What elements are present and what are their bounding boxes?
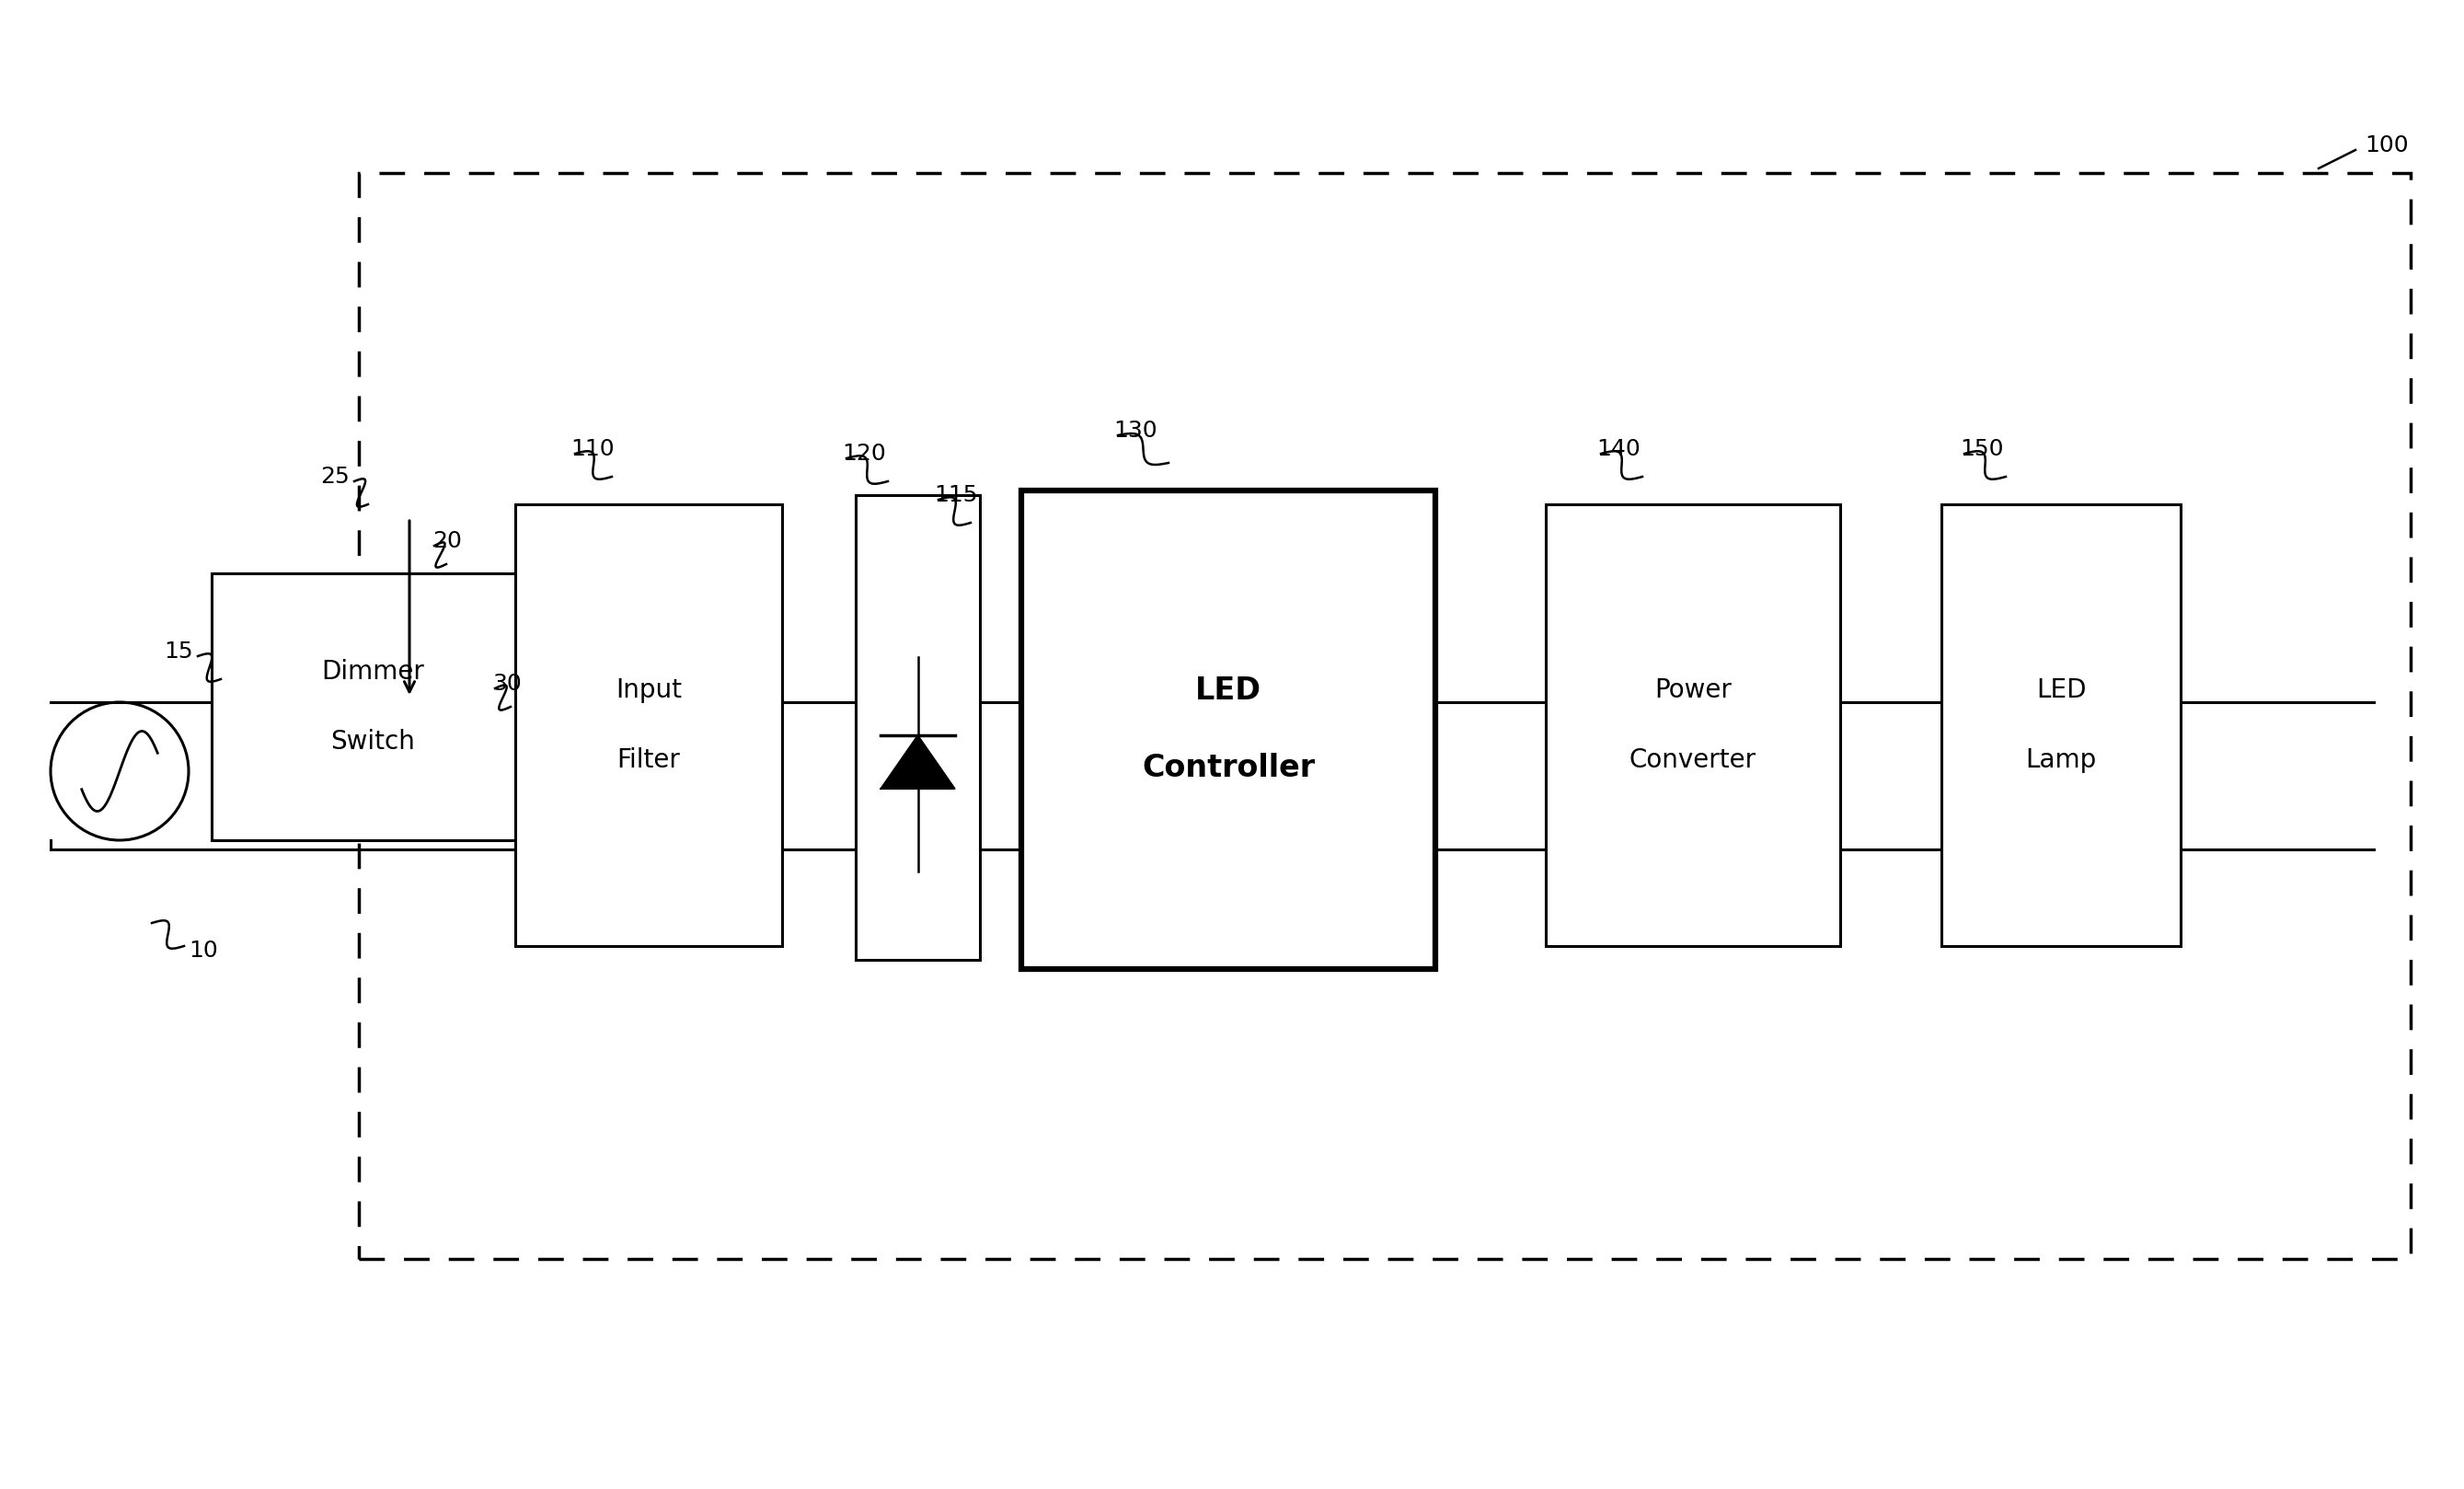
Text: 140: 140 bbox=[1597, 438, 1641, 460]
FancyBboxPatch shape bbox=[212, 573, 535, 840]
Text: 15: 15 bbox=[165, 640, 192, 663]
FancyBboxPatch shape bbox=[1020, 490, 1437, 969]
FancyBboxPatch shape bbox=[855, 496, 981, 960]
Text: Lamp: Lamp bbox=[2025, 747, 2097, 773]
Text: 150: 150 bbox=[1959, 438, 2003, 460]
Text: Switch: Switch bbox=[330, 728, 414, 755]
FancyBboxPatch shape bbox=[1942, 505, 2181, 946]
FancyBboxPatch shape bbox=[515, 505, 781, 946]
Text: 110: 110 bbox=[572, 438, 614, 460]
Text: 130: 130 bbox=[1114, 420, 1158, 442]
FancyBboxPatch shape bbox=[1545, 505, 1841, 946]
Text: 20: 20 bbox=[434, 530, 461, 552]
Text: LED: LED bbox=[2035, 677, 2087, 703]
Polygon shape bbox=[882, 736, 954, 789]
Text: Controller: Controller bbox=[1141, 753, 1316, 783]
Text: 10: 10 bbox=[190, 940, 217, 962]
Text: Converter: Converter bbox=[1629, 747, 1757, 773]
Text: 120: 120 bbox=[843, 442, 887, 465]
Text: 25: 25 bbox=[320, 466, 350, 488]
Text: Power: Power bbox=[1653, 677, 1732, 703]
Text: 100: 100 bbox=[2365, 134, 2407, 156]
Text: 30: 30 bbox=[493, 673, 522, 695]
Text: LED: LED bbox=[1195, 676, 1262, 706]
Text: Filter: Filter bbox=[616, 747, 680, 773]
Text: Input: Input bbox=[616, 677, 683, 703]
Text: 115: 115 bbox=[934, 484, 978, 506]
Text: Dimmer: Dimmer bbox=[320, 660, 424, 685]
